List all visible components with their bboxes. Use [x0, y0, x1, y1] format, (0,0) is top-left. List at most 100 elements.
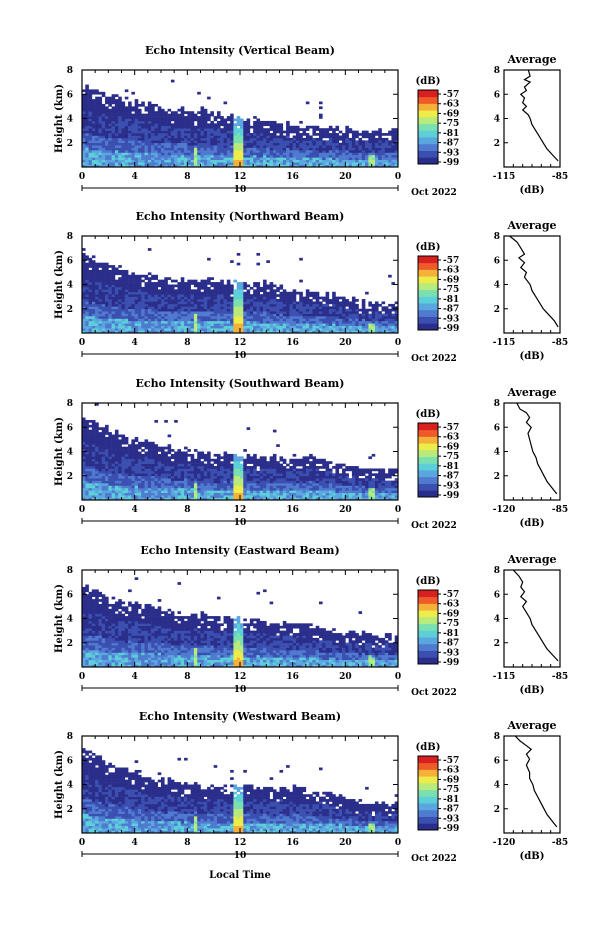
heatmap-cell [85, 255, 89, 259]
heatmap-cell [147, 463, 152, 467]
heatmap-cell [170, 485, 175, 489]
colorbar-tick-label: -63 [443, 100, 459, 110]
heatmap-cell [134, 453, 139, 457]
heatmap-cell [187, 497, 191, 501]
heatmap-cell [108, 269, 112, 273]
heatmap-cell [134, 157, 139, 161]
heatmap-cell [184, 316, 188, 319]
heatmap-cell [187, 299, 191, 302]
heatmap-cell [121, 320, 126, 324]
heatmap-cell [295, 130, 300, 134]
heatmap-cell [108, 306, 112, 310]
heatmap-cell [118, 159, 122, 163]
heatmap-cell [203, 328, 208, 331]
heatmap-cell [286, 162, 290, 165]
heatmap-cell [167, 466, 172, 469]
heatmap-cell [151, 495, 155, 498]
heatmap-cell [121, 478, 126, 481]
heatmap-cell [167, 328, 172, 331]
heatmap-cell [154, 142, 159, 146]
heatmap-cell [154, 497, 159, 501]
heatmap-cell [282, 308, 287, 312]
heatmap-cell [197, 282, 201, 285]
heatmap-cell [279, 306, 284, 310]
heatmap-cell [342, 325, 346, 329]
heatmap-cell [184, 306, 188, 310]
heatmap-cell [98, 294, 103, 297]
colorbar-frame [417, 255, 439, 331]
heatmap-cell [167, 301, 172, 305]
heatmap-cell [105, 466, 109, 469]
heatmap-cell [305, 137, 310, 141]
heatmap-cell [210, 308, 214, 312]
heatmap-cell [161, 294, 165, 297]
heatmap-cell [315, 164, 320, 168]
heatmap-cell [282, 164, 287, 168]
heatmap-cell [128, 461, 132, 464]
heatmap-cell [111, 96, 116, 100]
heatmap-cell [154, 116, 159, 119]
heatmap-cell [187, 316, 191, 319]
heatmap-cell [368, 159, 372, 163]
heatmap-cell [131, 159, 135, 163]
heatmap-cell [299, 328, 303, 331]
heatmap-cell [309, 328, 313, 331]
heatmap-cell [137, 313, 142, 317]
heatmap-cell [253, 284, 257, 288]
heatmap-cell [134, 436, 139, 440]
heatmap-cell [144, 108, 149, 112]
heatmap-cell [230, 142, 234, 146]
heatmap-cell [95, 456, 99, 460]
heatmap-cell [101, 118, 106, 122]
heatmap-cell [302, 128, 307, 131]
heatmap-cell [253, 323, 257, 327]
heatmap-cell [210, 137, 214, 141]
heatmap-cell [187, 461, 191, 464]
heatmap-cell [223, 130, 228, 134]
heatmap-cell [174, 492, 178, 496]
heatmap-cell [85, 441, 89, 445]
heatmap-cell [220, 123, 224, 127]
heatmap-cell [180, 323, 185, 327]
heatmap-cell [161, 478, 165, 481]
heatmap-cell [233, 152, 238, 156]
heatmap-cell [111, 130, 116, 134]
heatmap-cell [147, 106, 152, 110]
heatmap-cell [91, 325, 96, 329]
heatmap-cell [197, 299, 201, 302]
heatmap-cell [91, 135, 96, 139]
heatmap-cell [105, 137, 109, 141]
heatmap-cell [95, 308, 99, 312]
heatmap-cell [358, 137, 363, 141]
heatmap-cell [230, 140, 234, 144]
heatmap-cell [299, 135, 303, 139]
heatmap-cell [154, 286, 159, 290]
heatmap-cell [315, 296, 320, 300]
heatmap-cell [141, 311, 145, 314]
heatmap-cell [177, 451, 182, 455]
heatmap-cell [164, 308, 168, 312]
heatmap-cell [144, 451, 149, 455]
heatmap-cell [82, 311, 86, 314]
heatmap-cell [98, 135, 103, 139]
heatmap-cell [147, 157, 152, 161]
heatmap-cell [170, 316, 175, 319]
heatmap-cell [164, 458, 168, 462]
heatmap-cell [82, 157, 86, 161]
heatmap-cell [101, 453, 106, 457]
heatmap-cell [180, 451, 185, 455]
heatmap-cell [101, 267, 106, 271]
heatmap-cell [243, 128, 247, 131]
heatmap-cell [161, 492, 165, 496]
heatmap-cell [108, 299, 112, 302]
heatmap-cell [131, 308, 135, 312]
heatmap-cell [157, 468, 162, 472]
heatmap-cell [124, 325, 129, 329]
heatmap-cell [144, 478, 149, 481]
heatmap-cell [193, 316, 198, 319]
heatmap-cell [118, 330, 122, 334]
heatmap-cell [180, 475, 185, 479]
heatmap-cell [167, 475, 172, 479]
heatmap-cell [351, 162, 356, 165]
